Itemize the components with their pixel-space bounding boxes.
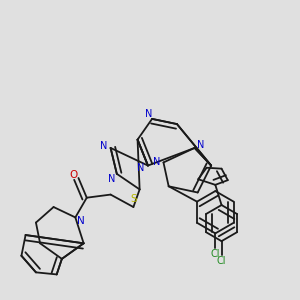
Text: N: N	[77, 216, 85, 226]
Text: N: N	[100, 141, 107, 152]
Text: N: N	[137, 163, 145, 173]
Text: S: S	[130, 194, 137, 204]
Text: N: N	[145, 109, 153, 119]
Text: N: N	[107, 173, 115, 184]
Text: Cl: Cl	[217, 256, 226, 266]
Text: N: N	[197, 140, 205, 150]
Text: Cl: Cl	[211, 249, 220, 259]
Text: O: O	[70, 170, 78, 180]
Text: N: N	[153, 158, 160, 167]
